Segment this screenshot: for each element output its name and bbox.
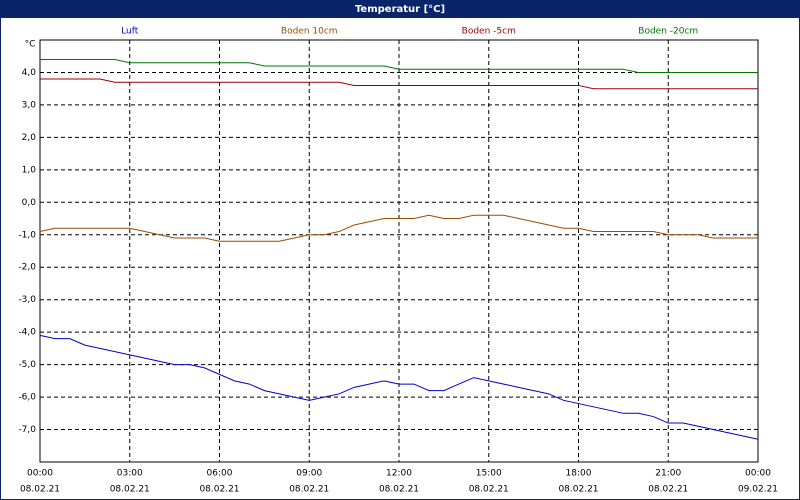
x-tick-label: 18:00 <box>566 469 592 479</box>
x-tick-label: 00:00 <box>745 469 771 479</box>
y-tick-label: -3,0 <box>18 295 36 305</box>
y-tick-label: 2,0 <box>22 133 37 143</box>
x-tick-label: 12:00 <box>386 469 412 479</box>
y-tick-label: -2,0 <box>18 263 36 273</box>
data-line <box>40 78 758 90</box>
x-tick-label: 03:00 <box>117 469 143 479</box>
legend-entry: Boden -20cm <box>638 27 698 37</box>
y-tick-label: 0,0 <box>22 198 37 208</box>
y-tick-label: 4,0 <box>22 68 37 78</box>
y-axis-label: °C <box>25 40 36 50</box>
x-tick-label: 15:00 <box>476 469 502 479</box>
data-line <box>40 58 758 73</box>
y-tick-label: -4,0 <box>18 328 36 338</box>
x-tick-date: 08.02.21 <box>110 485 150 495</box>
legend-entry: Boden -5cm <box>462 27 516 37</box>
legend-entry: Boden 10cm <box>281 27 338 37</box>
x-tick-label: 21:00 <box>655 469 681 479</box>
x-tick-date: 08.02.21 <box>469 485 509 495</box>
y-tick-label: -1,0 <box>18 230 36 240</box>
title-bar <box>0 0 800 18</box>
legend-entry: Luft <box>121 27 139 37</box>
y-tick-label: -5,0 <box>18 360 36 370</box>
x-tick-date: 08.02.21 <box>558 485 598 495</box>
data-line <box>39 334 759 440</box>
y-tick-label: -7,0 <box>18 425 36 435</box>
x-tick-date: 08.02.21 <box>20 485 60 495</box>
y-tick-label: -6,0 <box>18 393 36 403</box>
data-line <box>39 214 758 242</box>
x-tick-label: 06:00 <box>207 469 233 479</box>
x-tick-label: 09:00 <box>296 469 322 479</box>
x-tick-date: 08.02.21 <box>379 485 419 495</box>
chart-title: Temperatur [°C] <box>355 4 445 15</box>
x-tick-date: 08.02.21 <box>648 485 688 495</box>
y-tick-label: 1,0 <box>22 165 37 175</box>
x-tick-label: 00:00 <box>27 469 53 479</box>
x-tick-date: 09.02.21 <box>738 485 778 495</box>
x-tick-date: 08.02.21 <box>199 485 239 495</box>
x-tick-date: 08.02.21 <box>289 485 329 495</box>
y-tick-label: 3,0 <box>22 100 37 110</box>
